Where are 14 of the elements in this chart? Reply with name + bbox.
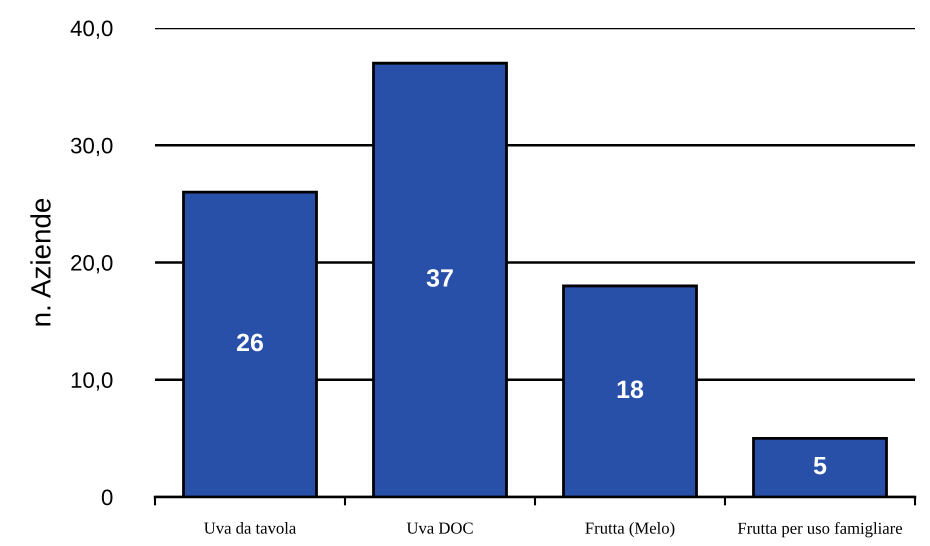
y-tick-label: 20,0 (71, 255, 112, 274)
y-axis-title: n. Aziende (30, 198, 51, 326)
x-tick-label: Uva DOC (406, 522, 473, 534)
x-tick-label: Frutta (Melo) (585, 522, 674, 538)
y-tick-label: 30,0 (70, 138, 112, 156)
data-label: 18 (618, 380, 644, 398)
x-tick-label: Uva da tavola (204, 522, 296, 534)
y-tick-label: 40,0 (70, 20, 112, 39)
data-label: 26 (236, 334, 263, 352)
x-tick-label: Frutta per uso famigliare (738, 522, 902, 538)
y-tick-label: 0 (102, 490, 112, 506)
data-label: 37 (426, 269, 453, 287)
y-tick-label: 10,0 (72, 372, 112, 391)
data-label: 5 (814, 456, 826, 474)
